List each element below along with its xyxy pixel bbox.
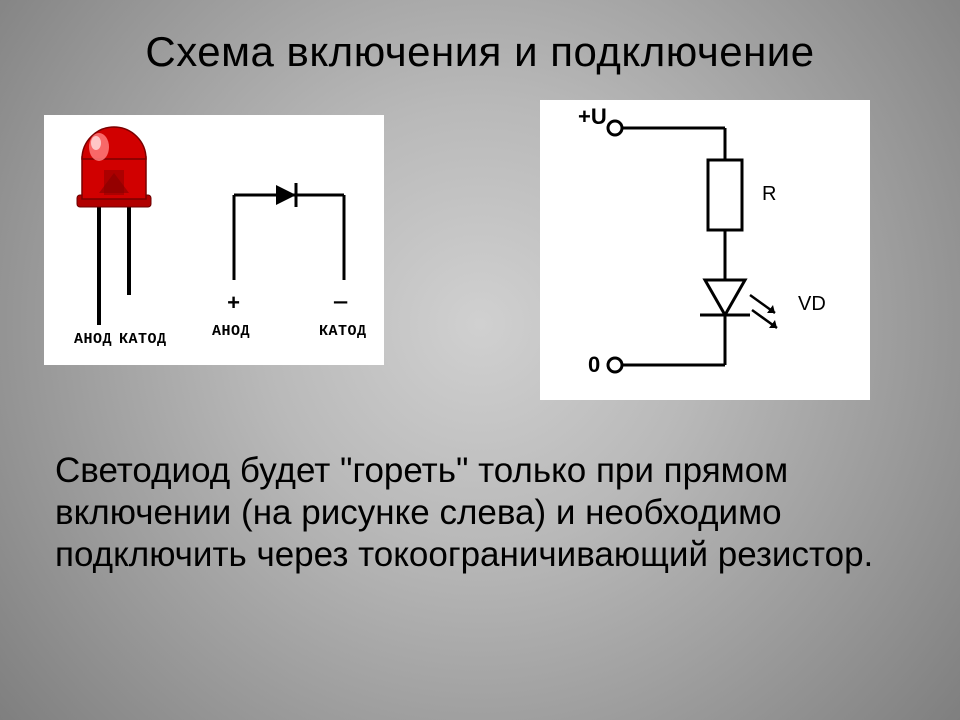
cathode-label: КАТОД [119,331,167,348]
led-vd-label: VD [798,293,826,315]
minus-sign: — [333,290,348,315]
led-physical-icon: АНОД КАТОД [74,127,167,348]
diode-symbol-icon: + — АНОД КАТОД [212,183,367,340]
right-circuit-panel: +U R VD 0 [540,100,870,400]
left-figure-panel: АНОД КАТОД + — АНОД КАТОД [44,115,384,365]
plus-sign: + [227,292,240,317]
ground-label: 0 [588,352,600,377]
circuit-wires [608,121,777,372]
anode-label: АНОД [74,331,112,348]
body-paragraph: Светодиод будет "гореть" только при прям… [55,450,905,576]
circuit-svg: +U R VD 0 [540,100,870,400]
slide: Схема включения и подключение [0,0,960,720]
resistor-label: R [762,183,776,205]
led-and-symbol-svg: АНОД КАТОД + — АНОД КАТОД [44,115,384,365]
slide-title: Схема включения и подключение [0,28,960,76]
supply-label: +U [578,104,607,129]
symbol-anode-label: АНОД [212,323,250,340]
symbol-cathode-label: КАТОД [319,323,367,340]
